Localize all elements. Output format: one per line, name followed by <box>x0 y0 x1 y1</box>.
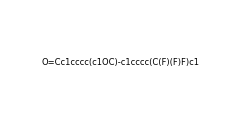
Text: O=Cc1cccc(c1OC)-c1cccc(C(F)(F)F)c1: O=Cc1cccc(c1OC)-c1cccc(C(F)(F)F)c1 <box>41 58 200 67</box>
